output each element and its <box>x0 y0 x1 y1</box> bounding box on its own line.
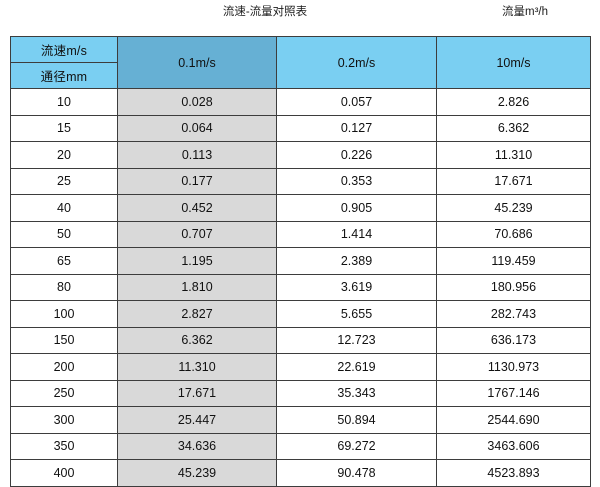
cell-diameter: 200 <box>10 353 118 381</box>
cell-flow-10ms: 4523.893 <box>436 459 591 487</box>
cell-flow-0.2ms: 0.057 <box>276 88 437 116</box>
cell-flow-0.1ms: 6.362 <box>117 326 277 354</box>
cell-diameter: 20 <box>10 141 118 169</box>
cell-flow-0.1ms: 0.177 <box>117 167 277 195</box>
flow-unit-label: 流量m³/h <box>502 6 548 18</box>
table-row: 80 1.810 3.619 180.956 <box>10 273 591 301</box>
table-row: 150 6.362 12.723 636.173 <box>10 326 591 354</box>
cell-diameter: 40 <box>10 194 118 222</box>
header-column-0.1ms: 0.1m/s <box>117 36 277 89</box>
cell-flow-10ms: 180.956 <box>436 273 591 301</box>
cell-diameter: 300 <box>10 406 118 434</box>
header-diameter-label: 通径mm <box>10 62 118 89</box>
table-row: 65 1.195 2.389 119.459 <box>10 247 591 275</box>
cell-flow-0.2ms: 22.619 <box>276 353 437 381</box>
table-row: 200 11.310 22.619 1130.973 <box>10 353 591 381</box>
header-column-0.2ms: 0.2m/s <box>276 36 437 89</box>
cell-flow-0.1ms: 17.671 <box>117 379 277 407</box>
cell-flow-10ms: 2.826 <box>436 88 591 116</box>
cell-flow-10ms: 1130.973 <box>436 353 591 381</box>
cell-flow-0.2ms: 35.343 <box>276 379 437 407</box>
cell-flow-0.2ms: 12.723 <box>276 326 437 354</box>
cell-flow-0.1ms: 0.064 <box>117 114 277 142</box>
cell-flow-0.1ms: 2.827 <box>117 300 277 328</box>
cell-flow-0.2ms: 0.353 <box>276 167 437 195</box>
cell-diameter: 150 <box>10 326 118 354</box>
cell-flow-0.2ms: 5.655 <box>276 300 437 328</box>
cell-flow-10ms: 636.173 <box>436 326 591 354</box>
cell-flow-10ms: 6.362 <box>436 114 591 142</box>
flow-velocity-table: 流速m/s 0.1m/s 0.2m/s 10m/s 通径mm 10 0.028 0.… <box>10 36 591 487</box>
cell-diameter: 10 <box>10 88 118 116</box>
cell-flow-0.1ms: 25.447 <box>117 406 277 434</box>
cell-diameter: 15 <box>10 114 118 142</box>
table-row: 400 45.239 90.478 4523.893 <box>10 459 591 487</box>
cell-flow-10ms: 17.671 <box>436 167 591 195</box>
cell-flow-10ms: 3463.606 <box>436 432 591 460</box>
cell-diameter: 400 <box>10 459 118 487</box>
cell-diameter: 250 <box>10 379 118 407</box>
cell-flow-0.1ms: 0.028 <box>117 88 277 116</box>
table-header: 流速m/s 0.1m/s 0.2m/s 10m/s 通径mm <box>10 36 591 89</box>
cell-flow-0.1ms: 11.310 <box>117 353 277 381</box>
cell-flow-0.2ms: 1.414 <box>276 220 437 248</box>
cell-flow-0.2ms: 0.226 <box>276 141 437 169</box>
table-row: 350 34.636 69.272 3463.606 <box>10 432 591 460</box>
cell-flow-0.2ms: 0.127 <box>276 114 437 142</box>
cell-diameter: 50 <box>10 220 118 248</box>
cell-flow-0.2ms: 90.478 <box>276 459 437 487</box>
cell-diameter: 80 <box>10 273 118 301</box>
cell-flow-0.1ms: 1.195 <box>117 247 277 275</box>
cell-diameter: 100 <box>10 300 118 328</box>
table-row: 100 2.827 5.655 282.743 <box>10 300 591 328</box>
cell-flow-0.2ms: 3.619 <box>276 273 437 301</box>
cell-flow-0.1ms: 0.452 <box>117 194 277 222</box>
cell-flow-0.1ms: 34.636 <box>117 432 277 460</box>
table-row: 300 25.447 50.894 2544.690 <box>10 406 591 434</box>
cell-flow-0.2ms: 69.272 <box>276 432 437 460</box>
table-header-row-top: 流速m/s 0.1m/s 0.2m/s 10m/s <box>10 36 591 89</box>
cell-flow-0.2ms: 50.894 <box>276 406 437 434</box>
table-header-row-bottom: 通径mm <box>10 62 591 89</box>
cell-flow-10ms: 1767.146 <box>436 379 591 407</box>
table-row: 20 0.113 0.226 11.310 <box>10 141 591 169</box>
header-column-10ms: 10m/s <box>436 36 591 89</box>
table-row: 15 0.064 0.127 6.362 <box>10 114 591 142</box>
table-row: 50 0.707 1.414 70.686 <box>10 220 591 248</box>
cell-flow-10ms: 282.743 <box>436 300 591 328</box>
header-velocity-label: 流速m/s <box>10 36 118 63</box>
cell-flow-0.2ms: 0.905 <box>276 194 437 222</box>
table-row: 10 0.028 0.057 2.826 <box>10 88 591 116</box>
cell-flow-0.1ms: 45.239 <box>117 459 277 487</box>
flow-velocity-table-container: 流速m/s 0.1m/s 0.2m/s 10m/s 通径mm 10 0.028 0.… <box>10 36 591 487</box>
cell-flow-10ms: 45.239 <box>436 194 591 222</box>
table-body: 10 0.028 0.057 2.826 15 0.064 0.127 6.362 20 0.11… <box>10 88 591 487</box>
cell-diameter: 65 <box>10 247 118 275</box>
page-title: 流速-流量对照表 <box>222 6 308 18</box>
caption-bar: 流速-流量对照表 流量m³/h <box>0 0 600 36</box>
table-row: 250 17.671 35.343 1767.146 <box>10 379 591 407</box>
cell-flow-0.1ms: 0.113 <box>117 141 277 169</box>
cell-flow-0.2ms: 2.389 <box>276 247 437 275</box>
cell-flow-0.1ms: 0.707 <box>117 220 277 248</box>
cell-diameter: 25 <box>10 167 118 195</box>
cell-flow-10ms: 119.459 <box>436 247 591 275</box>
cell-flow-10ms: 70.686 <box>436 220 591 248</box>
cell-diameter: 350 <box>10 432 118 460</box>
cell-flow-10ms: 11.310 <box>436 141 591 169</box>
cell-flow-10ms: 2544.690 <box>436 406 591 434</box>
cell-flow-0.1ms: 1.810 <box>117 273 277 301</box>
table-row: 25 0.177 0.353 17.671 <box>10 167 591 195</box>
table-row: 40 0.452 0.905 45.239 <box>10 194 591 222</box>
